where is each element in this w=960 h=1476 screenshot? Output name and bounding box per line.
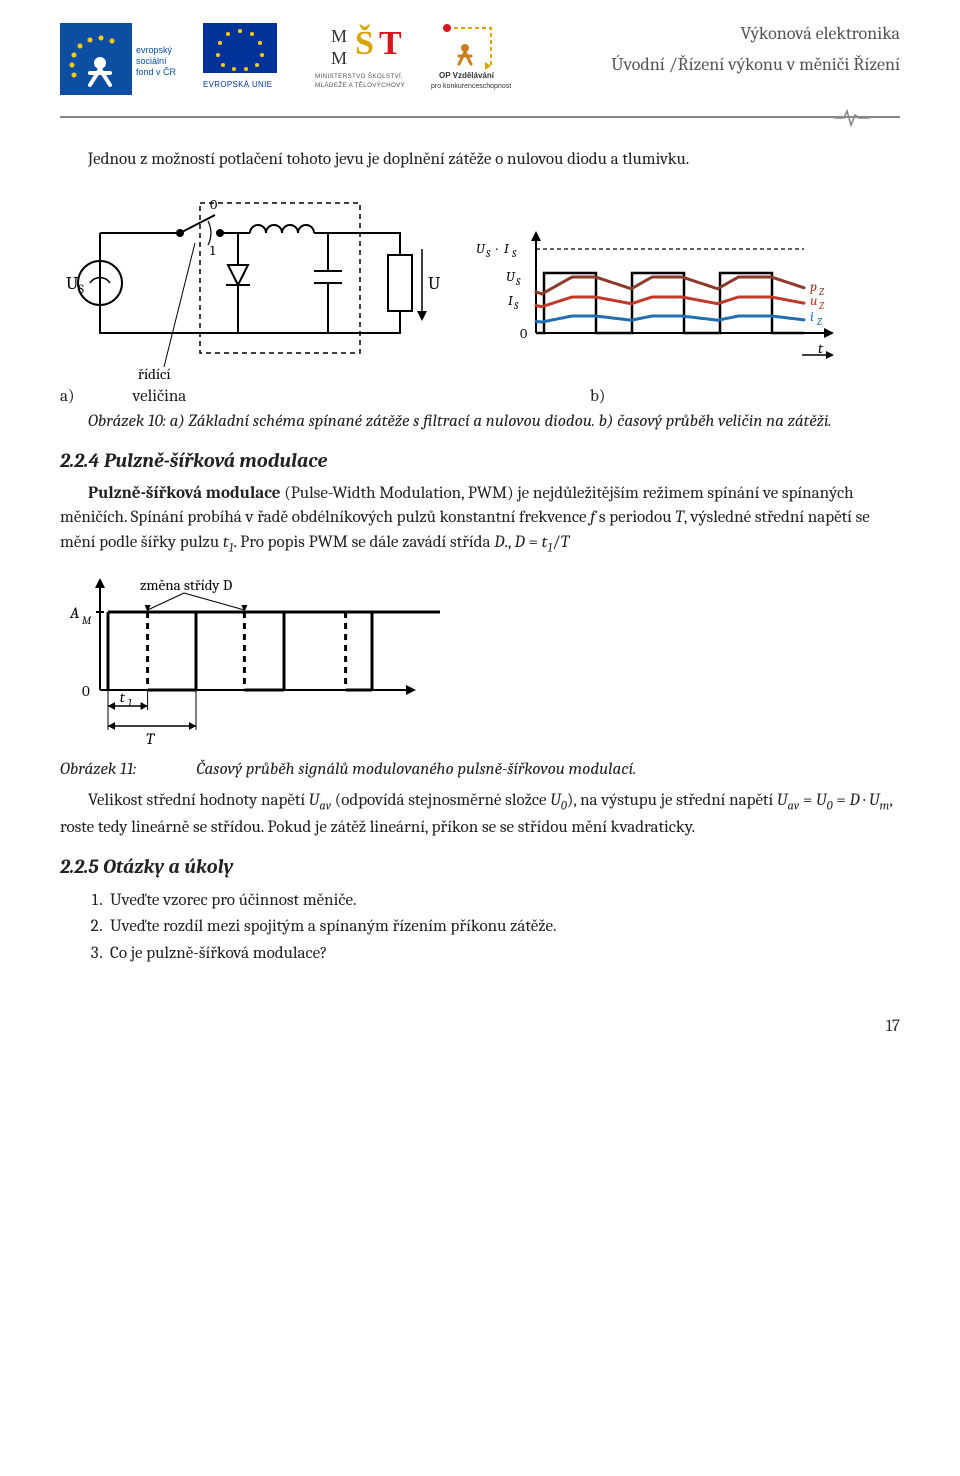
figure-11: AM 0 změna střídy D t1 T bbox=[60, 572, 440, 752]
svg-text:pro konkurenceschopnost: pro konkurenceschopnost bbox=[431, 83, 511, 90]
question-1: Uveďte vzorec pro účinnost měniče. bbox=[106, 888, 900, 914]
svg-text:OP Vzdělávání: OP Vzdělávání bbox=[439, 71, 495, 80]
fig10-label-b: b) bbox=[590, 387, 605, 406]
svg-text:EVROPSKÁ UNIE: EVROPSKÁ UNIE bbox=[203, 80, 272, 89]
svg-text:0: 0 bbox=[210, 196, 217, 213]
opvk-logo: OP Vzdělávání pro konkurenceschopnost bbox=[429, 20, 539, 98]
msmt-logo: M Š M T MINISTERSTVO ŠKOLSTVÍ, MLÁDEŽE A… bbox=[311, 20, 421, 98]
svg-text:T: T bbox=[146, 730, 156, 748]
intro-paragraph: Jednou z možností potlačení tohoto jevu … bbox=[60, 148, 900, 173]
svg-text:evropský: evropský bbox=[136, 45, 173, 55]
svg-text:t: t bbox=[120, 688, 126, 706]
svg-text:M: M bbox=[331, 26, 347, 46]
eu-flag-logo: EVROPSKÁ UNIE bbox=[203, 23, 303, 95]
esf-logo: evropský sociální fond v ČR bbox=[60, 23, 195, 95]
course-title: Výkonová elektronika bbox=[611, 20, 900, 47]
svg-text:u: u bbox=[810, 292, 817, 309]
fig11-caption-text: Časový průběh signálů modulovaného pulsn… bbox=[196, 760, 636, 779]
svg-text:1: 1 bbox=[128, 697, 132, 709]
svg-text:S: S bbox=[511, 248, 517, 260]
svg-text:S: S bbox=[515, 276, 521, 288]
svg-text:Z: Z bbox=[819, 286, 825, 298]
header-titles: Výkonová elektronika Úvodní /Řízení výko… bbox=[611, 20, 900, 78]
svg-text:Z: Z bbox=[817, 316, 823, 328]
question-2: Uveďte rozdíl mezi spojitým a spínaným ř… bbox=[106, 914, 900, 940]
svg-text:sociální: sociální bbox=[136, 56, 167, 66]
figure-11-caption: Obrázek 11: Časový průběh signálů modulo… bbox=[60, 760, 900, 779]
svg-text:S: S bbox=[485, 248, 491, 260]
svg-text:změna střídy D: změna střídy D bbox=[140, 576, 232, 594]
fig10-label-a: a) bbox=[60, 387, 74, 406]
fig10-ridici-label: veličina bbox=[132, 387, 186, 406]
figure-10: 0 1 bbox=[60, 193, 900, 406]
svg-text:T: T bbox=[379, 25, 402, 62]
heading-224: 2.2.4 Pulzně-šířková modulace bbox=[60, 449, 900, 472]
svg-text:M: M bbox=[82, 614, 92, 627]
question-3: Co je pulzně-šířková modulace? bbox=[106, 941, 900, 967]
breadcrumb: Úvodní /Řízení výkonu v měniči Řízení bbox=[611, 51, 900, 78]
svg-text:MLÁDEŽE A TĚLOVÝCHOVY: MLÁDEŽE A TĚLOVÝCHOVY bbox=[315, 80, 406, 89]
logo-strip: evropský sociální fond v ČR bbox=[60, 20, 539, 98]
svg-text:US: US bbox=[66, 273, 84, 296]
svg-text:M: M bbox=[331, 48, 347, 68]
svg-text:U: U bbox=[506, 268, 516, 285]
svg-text:Z: Z bbox=[819, 300, 825, 312]
svg-text:·: · bbox=[496, 240, 498, 257]
fig11-caption-lead: Obrázek 11: bbox=[60, 760, 136, 779]
svg-text:1: 1 bbox=[210, 242, 216, 259]
para-224: Pulzně-šířková modulace (Pulse-Width Mod… bbox=[60, 482, 900, 558]
question-list: Uveďte vzorec pro účinnost měniče. Uveďt… bbox=[60, 888, 900, 967]
svg-text:i: i bbox=[810, 308, 814, 325]
page-number: 17 bbox=[60, 1017, 900, 1036]
ecg-spike-icon bbox=[834, 109, 870, 127]
svg-text:A: A bbox=[69, 604, 79, 622]
svg-text:S: S bbox=[513, 300, 519, 312]
header-rule bbox=[60, 116, 900, 118]
svg-text:fond v ČR: fond v ČR bbox=[136, 67, 177, 77]
svg-text:I: I bbox=[504, 240, 510, 257]
figure-10-caption: Obrázek 10: a) Základní schéma spínané z… bbox=[60, 412, 900, 431]
fig10-chart: US·ISUSIS0pZuZiZt bbox=[470, 223, 840, 383]
page-header: evropský sociální fond v ČR bbox=[60, 20, 900, 98]
heading-225: 2.2.5 Otázky a úkoly bbox=[60, 855, 900, 878]
svg-text:U: U bbox=[476, 240, 486, 257]
para-after-fig11: Velikost střední hodnoty napětí Uav (odp… bbox=[60, 789, 900, 841]
svg-text:MINISTERSTVO ŠKOLSTVÍ,: MINISTERSTVO ŠKOLSTVÍ, bbox=[315, 71, 403, 80]
svg-text:řídící: řídící bbox=[138, 365, 171, 383]
svg-text:Š: Š bbox=[355, 24, 374, 62]
svg-text:0: 0 bbox=[82, 682, 90, 700]
svg-text:0: 0 bbox=[520, 325, 527, 342]
fig10-circuit: 0 1 bbox=[60, 193, 440, 383]
svg-text:UZ: UZ bbox=[428, 273, 440, 296]
